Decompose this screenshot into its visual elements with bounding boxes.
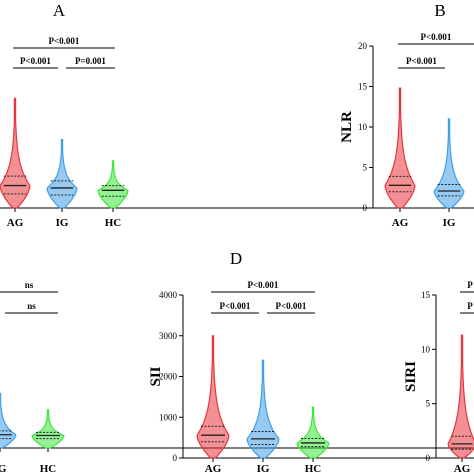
y-tick-label: 10 bbox=[421, 344, 431, 354]
panel-b: 0 5 10 15 20 NLR AG IG P<0.001 P<0.001 bbox=[339, 32, 474, 229]
violin-body bbox=[196, 335, 230, 459]
significance-label: P<0.001 bbox=[49, 36, 80, 46]
panel-e: 0 5 10 15 SIRI AG P P bbox=[403, 280, 474, 474]
violin-body bbox=[384, 87, 416, 209]
y-tick-label: 0 bbox=[173, 453, 178, 463]
violin-body bbox=[31, 409, 65, 449]
violin-body bbox=[296, 406, 330, 459]
violin-body bbox=[0, 97, 31, 209]
x-category-label: AG bbox=[205, 463, 222, 474]
x-category-label: HC bbox=[105, 217, 122, 229]
violin-hc bbox=[296, 406, 330, 459]
y-tick-label: 4000 bbox=[159, 290, 178, 300]
y-tick-label: 0 bbox=[426, 453, 431, 463]
significance-label: P<0.001 bbox=[421, 32, 452, 42]
significance-label: P<0.001 bbox=[220, 301, 251, 311]
violin-ig bbox=[246, 359, 280, 459]
violin-ig bbox=[433, 118, 465, 209]
panel-a: AG IG HC P<0.001 P<0.001 P=0.001 bbox=[0, 36, 474, 229]
violin-ag bbox=[0, 97, 31, 209]
panel-letter-d: D bbox=[230, 249, 242, 268]
x-category-label: IG bbox=[56, 217, 69, 229]
panel-letter-a: A bbox=[53, 1, 66, 20]
significance-label: ns bbox=[27, 301, 36, 311]
y-axis-label: SIRI bbox=[403, 361, 419, 392]
violin-ig bbox=[46, 139, 78, 209]
significance-label: P<0.001 bbox=[276, 301, 307, 311]
violin-ag bbox=[384, 87, 416, 209]
y-tick-label: 5 bbox=[363, 163, 368, 173]
violin-hc bbox=[97, 160, 129, 209]
violin-body bbox=[97, 160, 129, 209]
significance-label: P<0.001 bbox=[20, 56, 51, 66]
violin-ag bbox=[196, 335, 230, 459]
y-tick-label: 5 bbox=[426, 399, 431, 409]
violin-body bbox=[0, 392, 17, 449]
y-tick-label: 1000 bbox=[159, 412, 178, 422]
violin-body bbox=[246, 359, 280, 459]
y-tick-label: 15 bbox=[421, 290, 431, 300]
x-category-label: AG bbox=[454, 463, 471, 474]
y-tick-label: 2000 bbox=[159, 372, 178, 382]
x-category-label: AG bbox=[7, 217, 24, 229]
y-tick-label: 0 bbox=[363, 203, 368, 213]
violin-body bbox=[46, 139, 78, 209]
y-axis-label: NLR bbox=[339, 111, 355, 143]
x-category-label: AG bbox=[392, 217, 409, 229]
significance-label: P bbox=[467, 280, 473, 290]
x-category-label: IG bbox=[443, 217, 456, 229]
violin-hc bbox=[31, 409, 65, 449]
violin-ig bbox=[0, 392, 17, 449]
significance-label: P<0.001 bbox=[406, 56, 437, 66]
significance-label: P bbox=[467, 301, 473, 311]
violin-body bbox=[433, 118, 465, 209]
y-tick-label: 3000 bbox=[159, 331, 178, 341]
significance-label: P=0.001 bbox=[75, 56, 106, 66]
significance-label: ns bbox=[25, 280, 34, 290]
panel-letter-b: B bbox=[434, 1, 445, 20]
violin-body bbox=[447, 334, 474, 459]
x-category-label: IG bbox=[257, 463, 270, 474]
violin-ag bbox=[447, 334, 474, 459]
panel-d: 0 1000 2000 3000 4000 SII AG IG HC P<0.001 P<0.001… bbox=[148, 280, 474, 474]
x-category-label: HC bbox=[40, 463, 57, 474]
y-tick-label: 15 bbox=[358, 82, 368, 92]
y-tick-label: 10 bbox=[358, 122, 368, 132]
x-category-label: HC bbox=[305, 463, 322, 474]
y-axis-label: SII bbox=[148, 366, 164, 386]
panel-c: IG HC ns ns bbox=[0, 280, 474, 474]
significance-label: P<0.001 bbox=[248, 280, 279, 290]
x-category-label: IG bbox=[0, 463, 7, 474]
y-tick-label: 20 bbox=[358, 41, 368, 51]
